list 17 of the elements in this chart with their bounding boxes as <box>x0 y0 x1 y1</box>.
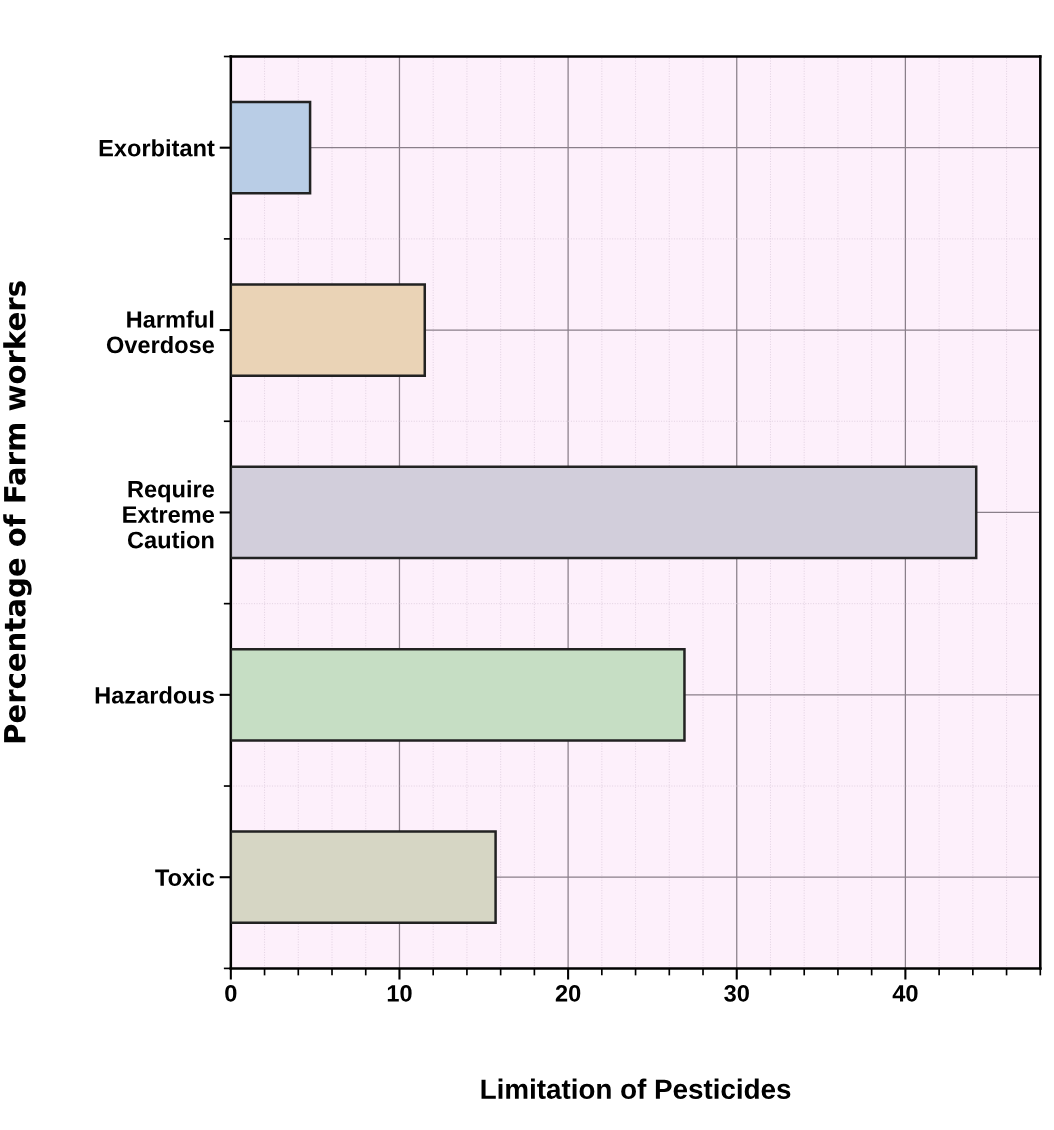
y-tick-label: Toxic <box>155 868 215 887</box>
x-axis-title: Limitation of Pesticides <box>481 1078 791 1100</box>
bar <box>230 283 427 377</box>
y-tick-label: Require Extreme Caution <box>123 480 215 549</box>
bar <box>230 100 312 195</box>
y-tick-label: Harmful Overdose <box>106 310 215 354</box>
x-tick-label: 30 <box>724 985 749 1002</box>
y-tick-label: Hazardous <box>95 686 214 704</box>
x-tick-label: 0 <box>225 985 237 1002</box>
y-axis-title: Percentage of Farm workers <box>3 281 32 743</box>
bar <box>230 830 497 925</box>
bar <box>230 465 978 560</box>
bar <box>230 647 686 742</box>
x-tick-label: 10 <box>387 985 412 1002</box>
x-tick-label: 40 <box>892 985 918 1002</box>
x-tick-label: 20 <box>555 985 581 1002</box>
y-tick-label: Exorbitant <box>99 139 215 157</box>
